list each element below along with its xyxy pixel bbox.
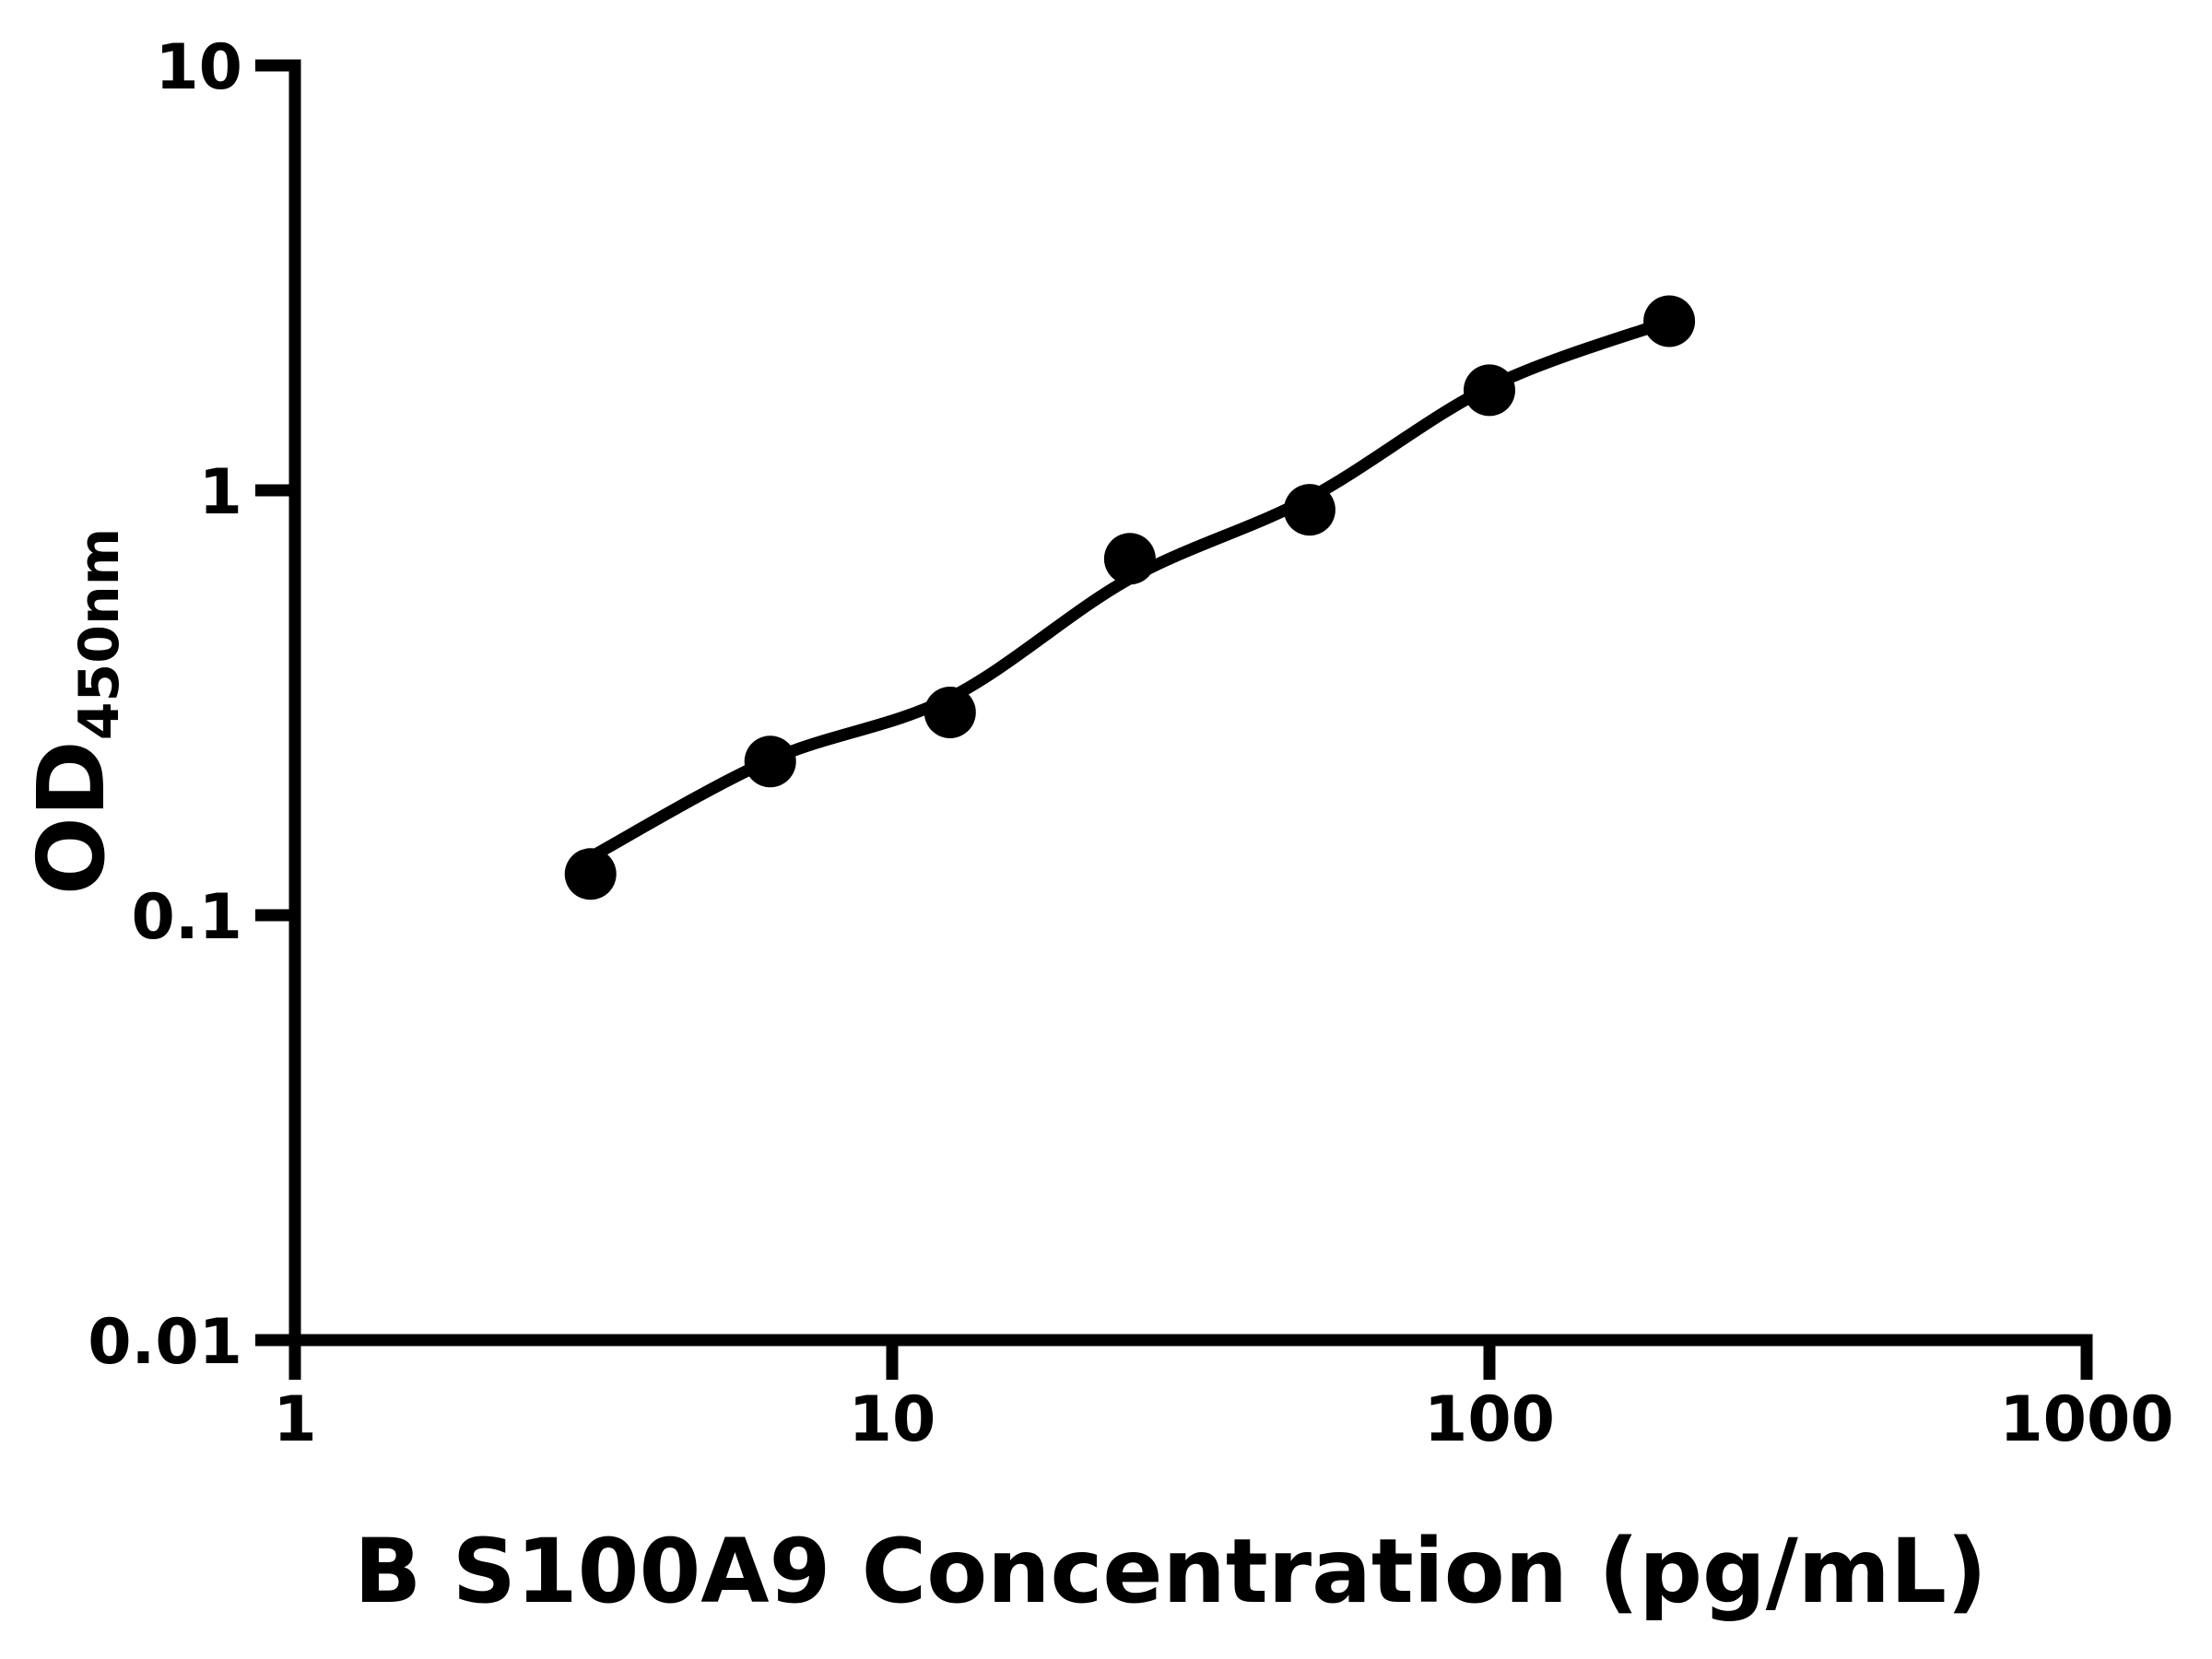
y-tick-label: 10 (155, 31, 242, 104)
y-tick-label: 1 (199, 456, 242, 529)
data-point (564, 848, 617, 900)
x-tick-label: 1 (273, 1383, 316, 1456)
y-axis-title: OD450nm (18, 528, 132, 896)
y-axis-tick-labels: 10 1 0.1 0.01 (88, 31, 242, 1379)
data-point (924, 687, 976, 738)
x-axis-title: B S100A9 Concentration (pg/mL) (354, 1520, 1987, 1623)
data-point (1103, 533, 1156, 585)
data-point (744, 735, 796, 788)
x-tick-label: 100 (1424, 1383, 1555, 1456)
y-axis-title-subscript: 450nm (67, 528, 132, 740)
x-tick-label: 10 (849, 1383, 936, 1456)
y-tick-label: 0.1 (132, 881, 242, 954)
x-axis-ticks (288, 1340, 2093, 1380)
x-tick-label: 1000 (1999, 1383, 2173, 1456)
y-axis-ticks (255, 59, 295, 1347)
x-axis-tick-labels: 1 10 100 1000 (273, 1383, 2173, 1456)
data-point (1464, 364, 1515, 417)
data-point (1283, 484, 1335, 536)
y-axis-title-main: OD (18, 740, 125, 895)
y-tick-label: 0.01 (88, 1306, 242, 1379)
data-point (1643, 295, 1696, 347)
axis-frame (255, 59, 2093, 1380)
data-points (564, 295, 1696, 900)
